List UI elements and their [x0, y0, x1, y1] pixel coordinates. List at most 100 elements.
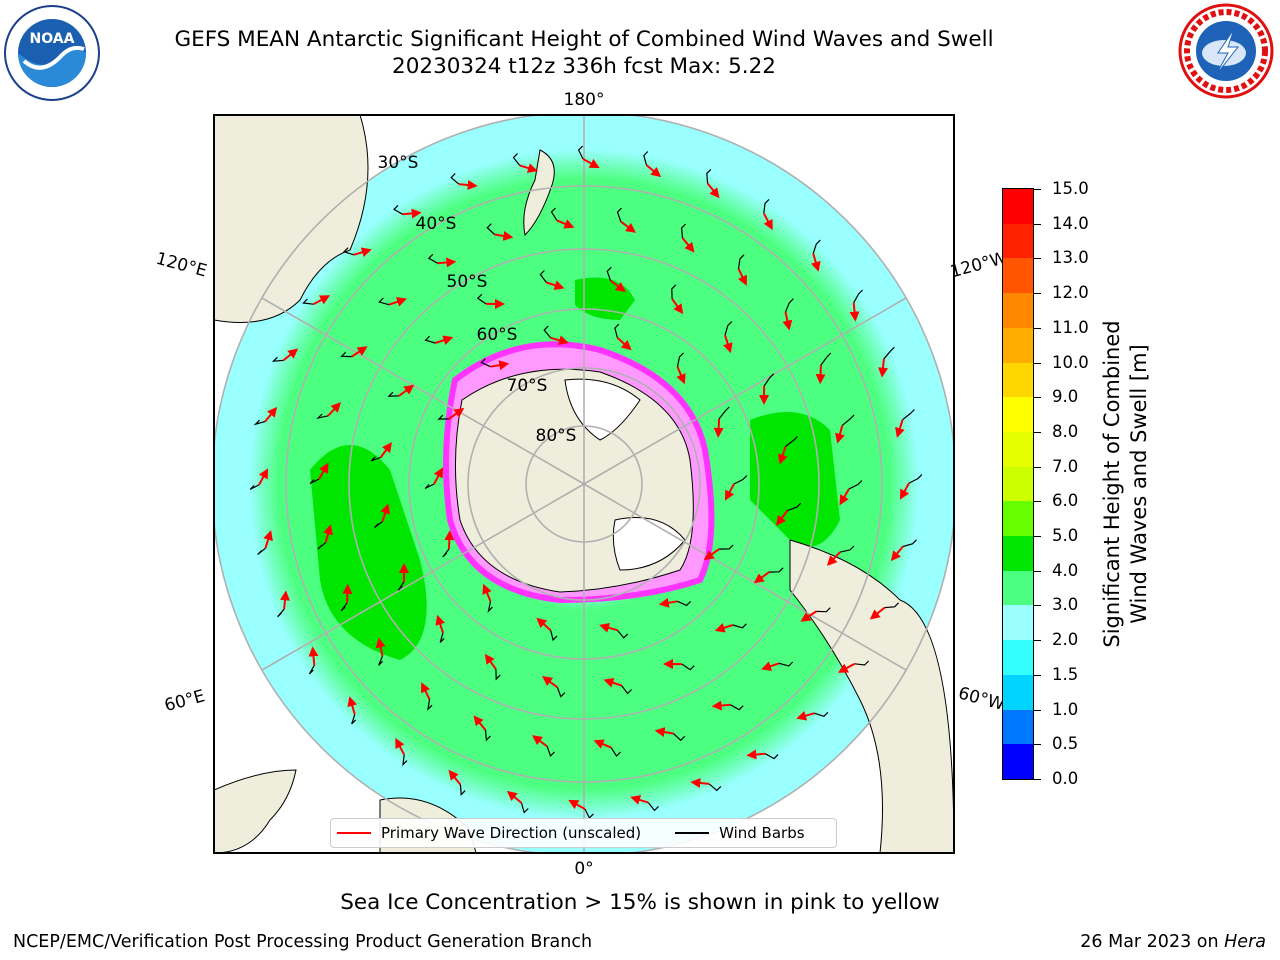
wind-barb: [340, 602, 348, 612]
wind-barb: [680, 223, 687, 239]
wave-direction-arrow: [671, 298, 684, 315]
wind-barb: [556, 687, 566, 698]
colorbar-tick: [1034, 570, 1041, 572]
wave-direction-arrow: [711, 700, 731, 711]
colorbar-title-line2: Wind Waves and Swell [m]: [1127, 344, 1151, 624]
wind-barb: [495, 669, 501, 681]
wave-direction-arrow: [421, 682, 431, 700]
wind-barb: [424, 483, 435, 490]
wave-direction-arrow: [434, 335, 454, 345]
colorbar-segment: [1003, 501, 1033, 537]
colorbar-tick: [1034, 189, 1041, 190]
wave-direction-arrow: [837, 662, 856, 673]
wind-barb: [378, 297, 390, 306]
wave-direction-arrow: [593, 739, 612, 749]
colorbar: [1002, 188, 1034, 780]
lon-label-120e: 120°E: [154, 249, 209, 282]
wind-barb: [459, 784, 466, 796]
colorbar-tick: [1034, 431, 1041, 433]
lat-label-70s: 70°S: [507, 376, 548, 396]
wind-barb: [439, 632, 445, 643]
wind-barb: [378, 655, 384, 666]
wind-barb: [671, 284, 677, 299]
wind-barb: [271, 356, 284, 362]
wind-barb: [681, 663, 695, 671]
colorbar-tick-label: 11.0: [1052, 317, 1089, 337]
wave-direction-arrow: [796, 710, 815, 721]
weddell-ice-shelf: [612, 517, 686, 571]
wind-barb: [908, 474, 923, 484]
colorbar-tick: [1034, 501, 1041, 503]
wind-barb: [884, 602, 900, 609]
lon-label-180: 180°: [564, 90, 605, 110]
wave-direction-arrow: [347, 696, 358, 715]
wave-direction-arrow: [542, 676, 558, 689]
wind-barb: [785, 435, 798, 447]
wind-barb: [842, 414, 855, 426]
wave-direction-arrow: [448, 407, 465, 420]
colorbar-tick: [1034, 258, 1041, 260]
credit-text: NCEP/EMC/Verification Post Processing Pr…: [13, 932, 593, 952]
wind-barb: [487, 601, 493, 613]
colorbar-tick: [1034, 362, 1041, 364]
wind-barb: [351, 714, 357, 725]
colorbar-tick: [1034, 605, 1041, 607]
colorbar-segment: [1003, 258, 1033, 294]
wave-direction-arrow: [282, 348, 299, 362]
wave-arrows: [249, 145, 923, 819]
wind-barb: [616, 629, 629, 639]
wind-barb: [543, 325, 552, 339]
chart-title: GEFS MEAN Antarctic Significant Height o…: [174, 27, 994, 52]
lat-label-30s: 30°S: [378, 153, 419, 173]
lon-label-60e: 60°E: [162, 686, 207, 716]
wave-direction-arrow: [323, 524, 333, 543]
colorbar-title: Significant Height of Combined Wind Wave…: [1099, 274, 1153, 694]
wind-barb: [402, 754, 408, 767]
legend-wind-label: Wind Barbs: [719, 824, 805, 842]
colorbar-segment: [1003, 293, 1033, 328]
colorbar-segment: [1003, 362, 1033, 398]
wind-barb: [883, 346, 895, 360]
wind-barb: [520, 802, 529, 814]
wave-direction-arrow: [835, 425, 845, 444]
australia-land: [214, 115, 369, 323]
colorbar-tick-label: 14.0: [1052, 213, 1089, 233]
date-text: 26 Mar 2023 on Hera: [1080, 932, 1266, 952]
wave-direction-arrow: [264, 406, 278, 423]
wave-direction-arrow: [473, 715, 487, 731]
wave-direction-arrow: [782, 311, 793, 331]
host-name: Hera: [1224, 932, 1266, 952]
colorbar-segment: [1003, 223, 1033, 259]
wave-direction-arrow: [713, 418, 724, 438]
colorbar-segment: [1003, 189, 1033, 224]
wave-direction-arrow: [280, 590, 290, 610]
colorbar-tick-label: 6.0: [1052, 491, 1079, 511]
noaa-logo-text: NOAA: [30, 31, 75, 47]
wave-direction-arrow: [398, 384, 415, 397]
lon-label-120w: 120°W: [948, 248, 1009, 282]
colorbar-segment: [1003, 744, 1033, 779]
wind-barb: [733, 475, 748, 485]
wave-direction-arrow: [895, 419, 905, 438]
colorbar-tick: [1034, 466, 1041, 468]
wind-barb: [484, 729, 491, 742]
wind-barb: [902, 539, 917, 548]
wind-barb: [249, 484, 260, 490]
noaa-logo: NOAA: [4, 5, 100, 101]
wave-direction-arrow: [762, 212, 773, 231]
wave-direction-arrow: [342, 583, 353, 603]
wind-barb: [902, 409, 915, 421]
colorbar-segment: [1003, 640, 1033, 675]
wind-barb: [546, 746, 555, 758]
wind-barb: [370, 456, 381, 462]
colorbar-tick-label: 8.0: [1052, 421, 1079, 441]
wind-barb: [387, 391, 399, 397]
wind-barb: [763, 198, 770, 214]
wind-barb: [853, 289, 864, 303]
wind-barb: [708, 783, 722, 792]
wind-barb: [769, 567, 784, 573]
wind-barb: [277, 608, 285, 618]
wind-barb: [839, 545, 855, 553]
chart-subtitle: 20230324 t12z 336h fcst Max: 5.22: [392, 54, 776, 79]
